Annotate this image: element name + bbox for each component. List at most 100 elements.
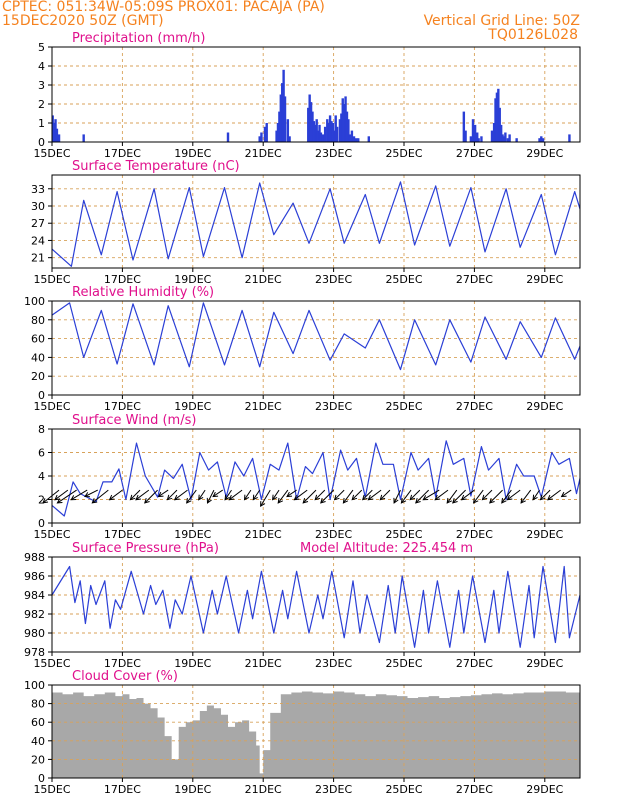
x-tick-label: 19DEC <box>174 273 211 286</box>
wind-vector <box>351 489 363 501</box>
wind-vector <box>401 489 412 504</box>
y-tick-label: 0 <box>38 136 45 149</box>
precip-bar <box>327 123 330 142</box>
precip-bar <box>281 83 284 142</box>
wind-vector-head <box>166 494 173 501</box>
wind-vector <box>84 489 98 497</box>
wind-vector <box>224 489 232 500</box>
x-tick-label: 27DEC <box>456 783 493 796</box>
wind-vector-head <box>228 494 235 501</box>
y-tick-label: 978 <box>24 646 45 659</box>
wind-vector <box>446 489 458 504</box>
cloud-area <box>52 691 580 778</box>
y-tick-label: 0 <box>38 772 45 785</box>
y-tick-label: 100 <box>24 295 45 308</box>
wind-vector <box>489 489 503 504</box>
precip-bar <box>316 130 320 142</box>
chart-precip: 0 1 2 3 4 5 15DEC 17DEC 19DEC 21DEC 23DEC 25DEC 27DE… <box>33 31 581 160</box>
precip-bar <box>354 138 358 142</box>
x-tick-label: 15DEC <box>33 657 70 670</box>
x-tick-label: 15DEC <box>33 783 70 796</box>
precip-bar <box>331 123 335 142</box>
precip-bar <box>473 124 477 142</box>
wind-vector-head <box>252 494 258 501</box>
plot-frame <box>51 684 581 779</box>
precip-bar <box>464 130 467 142</box>
y-tick-label: 21 <box>31 252 45 265</box>
wind-vector <box>272 489 280 500</box>
precip-bar <box>495 92 499 142</box>
x-tick-label: 29DEC <box>526 273 563 286</box>
wind-vector <box>320 489 334 504</box>
precip-bar <box>341 98 344 142</box>
x-tick-label: 19DEC <box>174 400 211 413</box>
y-tick-label: 6 <box>38 447 45 460</box>
precip-bar <box>55 128 59 142</box>
wind-vector-head <box>206 497 212 504</box>
precip-bar <box>506 138 510 142</box>
y-tick-label: 24 <box>31 234 45 247</box>
wind-line <box>51 440 581 517</box>
wind-vector <box>174 489 188 501</box>
x-tick-label: 23DEC <box>315 273 352 286</box>
y-tick-label: 40 <box>31 351 45 364</box>
y-tick-label: 27 <box>31 217 45 230</box>
y-tick-label: 40 <box>31 735 45 748</box>
precip-bar <box>278 111 281 142</box>
wind-vector-head <box>293 494 300 501</box>
precip-bar <box>338 119 342 142</box>
x-tick-label: 29DEC <box>526 783 563 796</box>
wind-vector-head <box>342 497 349 504</box>
precip-bar <box>263 126 267 142</box>
wind-vector-head <box>260 501 266 507</box>
precip-bar <box>347 119 350 142</box>
precip-bar <box>334 115 337 142</box>
precip-title: Precipitation (mm/h) <box>72 31 205 46</box>
wind-vector-head <box>70 495 77 501</box>
wind-vector <box>167 489 178 501</box>
wind-vector-head <box>489 497 495 504</box>
plot-frame <box>51 174 581 269</box>
precip-bar <box>312 121 316 142</box>
y-tick-label: 984 <box>24 589 45 602</box>
temp-line <box>51 181 581 267</box>
wind-vector <box>54 489 69 501</box>
wind-vector-head <box>367 494 374 501</box>
x-tick-label: 25DEC <box>385 783 422 796</box>
wind-vector-head <box>272 494 278 501</box>
precip-bar <box>54 119 57 142</box>
x-tick-label: 21DEC <box>245 400 282 413</box>
wind-vector <box>379 489 391 501</box>
precip-bar <box>318 124 321 142</box>
wind-vector-head <box>546 494 553 501</box>
wind-vector-head <box>532 494 538 501</box>
wind-vector-head <box>379 494 386 501</box>
wind-vector <box>561 489 572 497</box>
precip-bar <box>357 138 360 142</box>
precip-bar <box>307 107 310 142</box>
wind-vector <box>452 489 466 504</box>
precip-bar <box>499 124 503 142</box>
precip-bar <box>286 119 290 142</box>
chart-cloud: 0 20 40 60 80 100 15DEC 17DEC 19DEC 21DEC 23DEC 25D… <box>24 669 581 796</box>
y-tick-label: 100 <box>24 679 45 692</box>
wind-vector <box>130 489 141 501</box>
wind-vector <box>409 489 421 501</box>
x-tick-label: 19DEC <box>174 528 211 541</box>
wind-vector <box>520 489 532 504</box>
precip-bar <box>323 126 327 142</box>
x-tick-label: 27DEC <box>456 657 493 670</box>
precip-bar <box>57 134 61 142</box>
precip-bar <box>314 124 317 142</box>
y-tick-label: 0 <box>38 389 45 402</box>
y-tick-label: 33 <box>31 183 45 196</box>
precip-bar <box>282 69 285 142</box>
wind-vector-head <box>186 497 192 504</box>
y-tick-label: 982 <box>24 608 45 621</box>
x-tick-label: 17DEC <box>104 657 141 670</box>
x-tick-label: 15DEC <box>33 147 70 160</box>
wind-vector <box>302 489 317 504</box>
wind-vector-head <box>320 497 326 504</box>
precip-bar <box>275 130 278 142</box>
